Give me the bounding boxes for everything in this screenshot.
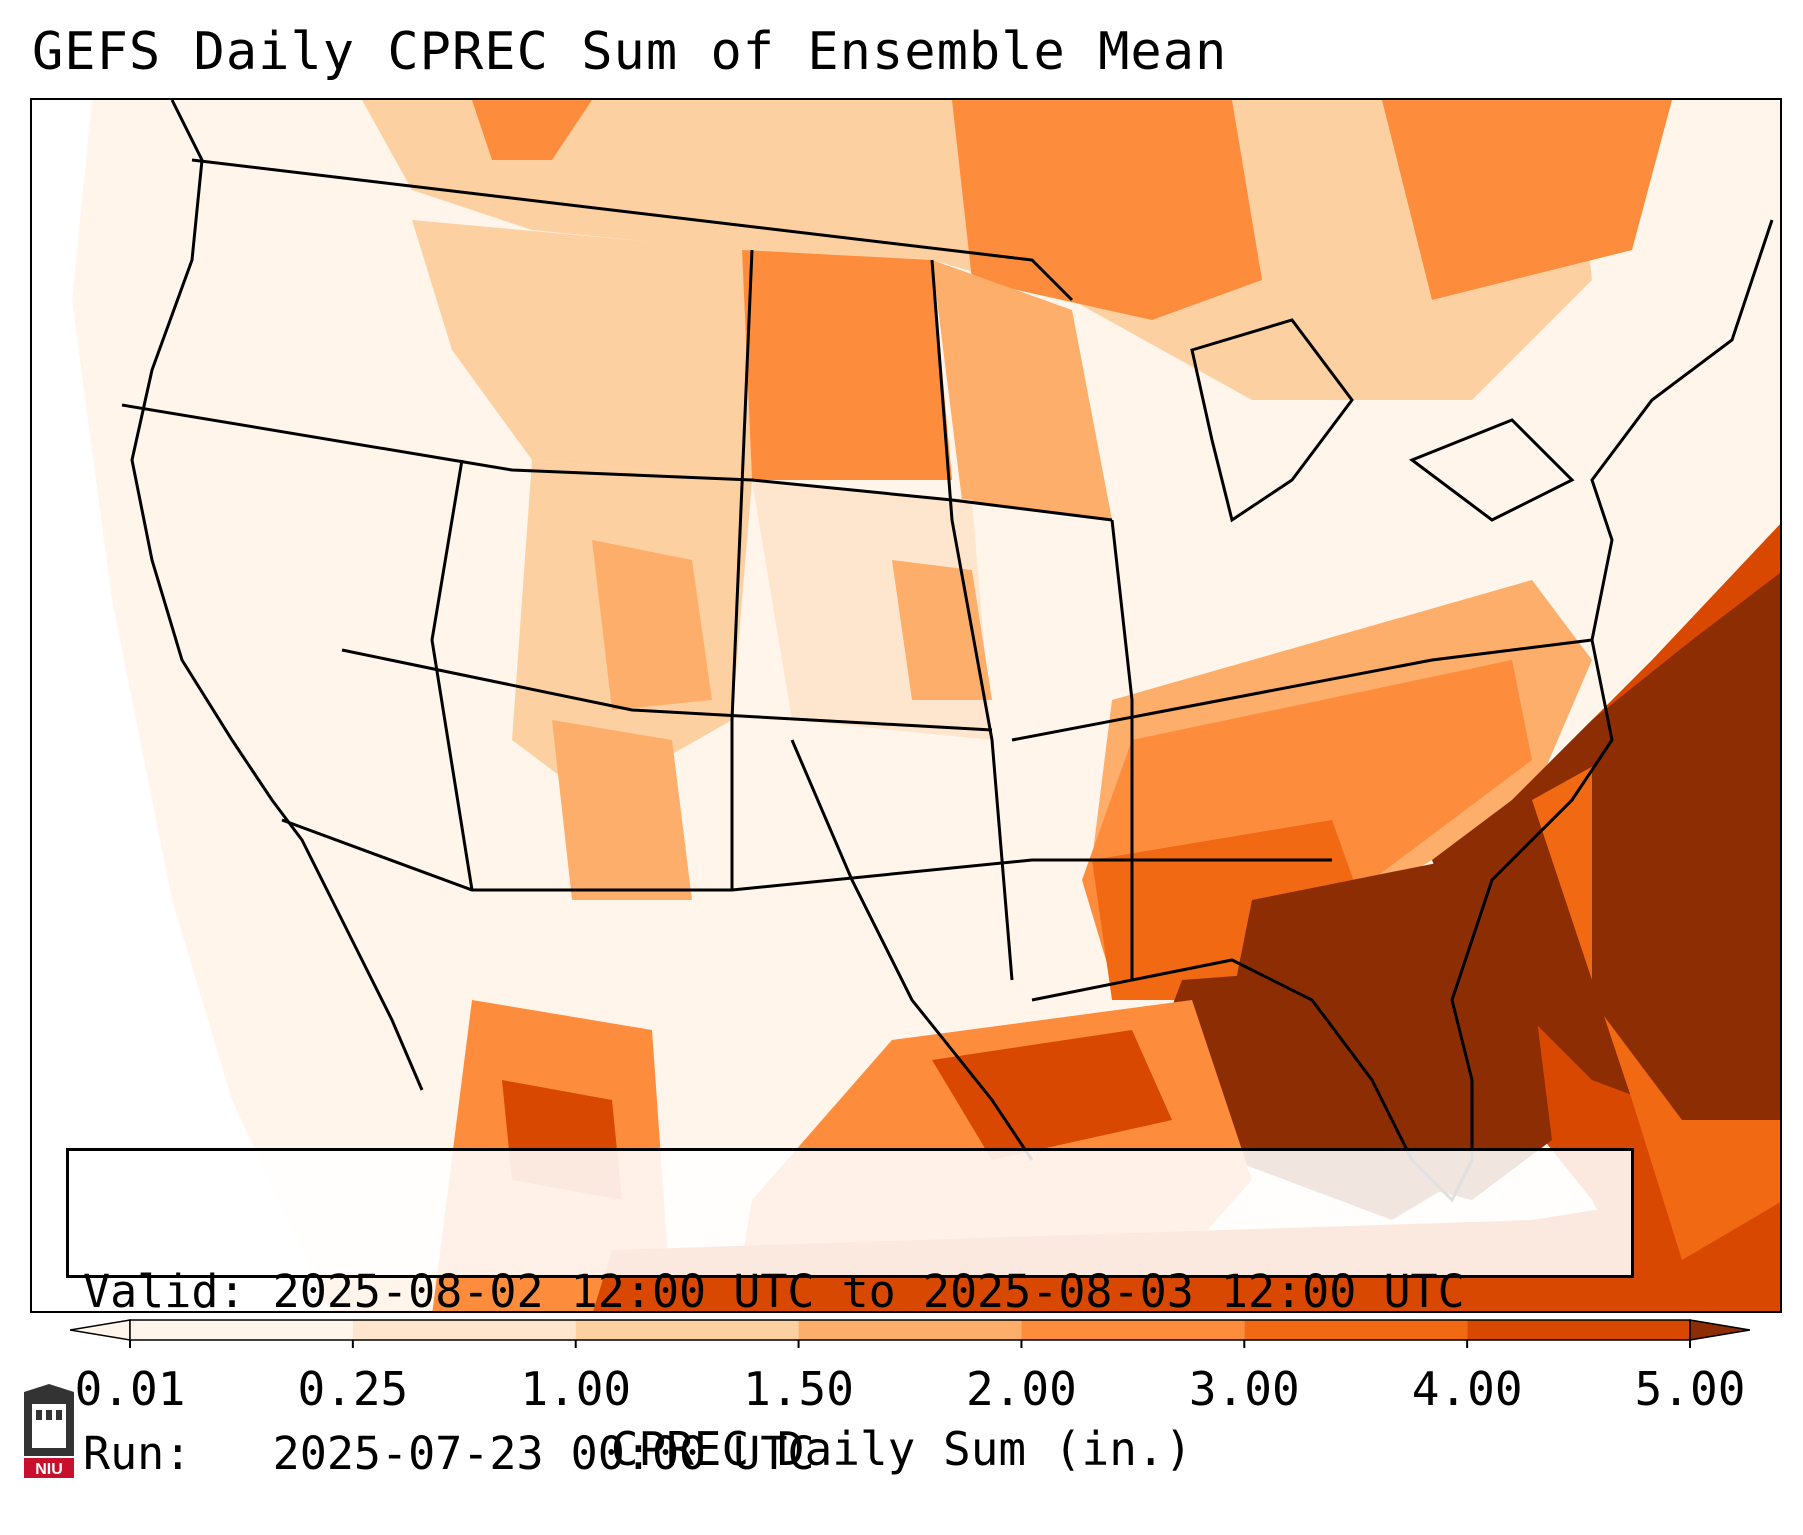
colorbar-tick-label: 3.00 xyxy=(1188,1362,1300,1416)
boundary-row-2 xyxy=(341,648,993,732)
colorbar-tick-label: 4.00 xyxy=(1411,1362,1523,1416)
colorbar-segment xyxy=(130,1320,353,1340)
west-coast xyxy=(130,100,424,1091)
valid-label: Valid: xyxy=(83,1265,246,1318)
shade-montana xyxy=(412,220,752,480)
colorbar-tick-label: 0.01 xyxy=(74,1362,186,1416)
colorbar-segment xyxy=(1467,1320,1690,1340)
shade-colorado-core xyxy=(592,540,712,710)
shade-canada-west xyxy=(472,100,592,160)
shade-gulf-central xyxy=(932,1030,1172,1160)
texas-coast xyxy=(790,739,1034,1161)
colorbar-tick-label: 1.50 xyxy=(743,1362,854,1416)
colorbar-segment xyxy=(1021,1320,1245,1340)
precip-map xyxy=(30,98,1782,1313)
boundaries xyxy=(121,100,1774,1203)
us-canada-border xyxy=(191,158,1074,302)
colorbar-segment xyxy=(1244,1320,1468,1340)
valid-row: Valid: 2025-08-02 12:00 UTC to 2025-08-0… xyxy=(83,1265,1617,1319)
logo-window xyxy=(36,1410,42,1420)
colorbar-tick-label: 5.00 xyxy=(1634,1362,1746,1416)
shade-minnesota xyxy=(932,260,1112,520)
boundary-col-3 xyxy=(930,259,1014,981)
colorbar-segment xyxy=(575,1320,799,1340)
logo-text: NIU xyxy=(35,1461,63,1478)
shade-quebec xyxy=(1382,100,1672,300)
niu-logo: NIU xyxy=(24,1384,74,1478)
precip-map-svg xyxy=(32,100,1780,1311)
colorbar-ticks xyxy=(129,1340,1691,1348)
boundary-row-1 xyxy=(121,403,1113,522)
colorbar xyxy=(70,1319,1750,1348)
lake-erie-ontario xyxy=(1408,418,1575,522)
colorbar-tick-label: 0.25 xyxy=(297,1362,409,1416)
valid-value: 2025-08-02 12:00 UTC to 2025-08-03 12:00… xyxy=(272,1265,1465,1318)
logo-band xyxy=(24,1458,74,1478)
east-coast xyxy=(1031,219,1774,1203)
domain-edge-left xyxy=(32,100,331,1311)
colorbar-segments xyxy=(70,1319,1750,1341)
colorbar-tick-label: 1.00 xyxy=(520,1362,632,1416)
shade-ontario xyxy=(952,100,1262,320)
colorbar-extend-high xyxy=(1689,1319,1750,1341)
boundary-col-1 xyxy=(430,459,474,891)
colorbar-outline xyxy=(129,1319,1691,1341)
boundary-col-2 xyxy=(730,249,754,890)
run-row: Run: 2025-07-23 00:00 UTC xyxy=(83,1427,1617,1481)
colorbar-label: CPREC Daily Sum (in.) xyxy=(610,1422,1193,1476)
colorbar-segment xyxy=(798,1320,1022,1340)
run-value: 2025-07-23 00:00 UTC xyxy=(272,1427,815,1480)
boundary-col-4 xyxy=(1110,519,1134,980)
shade-dakotas xyxy=(742,250,952,480)
logo-window xyxy=(56,1410,62,1420)
colorbar-extend-low xyxy=(70,1319,131,1341)
boundary-row-4 xyxy=(1011,638,1593,742)
great-lakes xyxy=(1190,318,1354,523)
shade-atlantic-deep xyxy=(1592,622,1780,1120)
map-title: GEFS Daily CPREC Sum of Ensemble Mean xyxy=(32,22,1228,82)
colorbar-tick-label: 2.00 xyxy=(966,1362,1077,1416)
shade-new-mexico xyxy=(552,720,692,900)
valid-run-box: Valid: 2025-08-02 12:00 UTC to 2025-08-0… xyxy=(66,1148,1634,1480)
colorbar-segment xyxy=(352,1320,576,1340)
run-label: Run: xyxy=(83,1427,192,1480)
logo-window xyxy=(46,1410,52,1420)
